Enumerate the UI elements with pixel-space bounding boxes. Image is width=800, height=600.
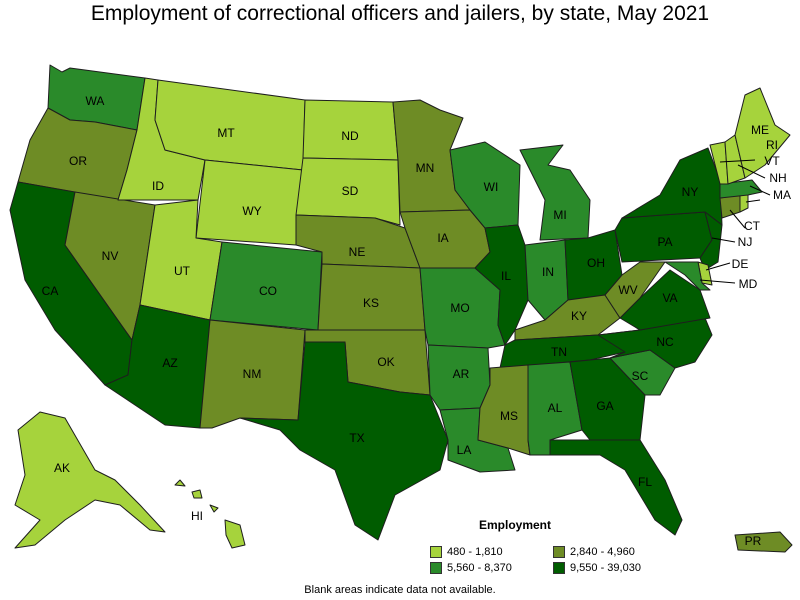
label-HI: HI: [191, 509, 203, 523]
state-MD: [639, 261, 711, 291]
label-IN: IN: [542, 265, 554, 279]
label-WI: WI: [484, 180, 499, 194]
label-MA: MA: [773, 188, 791, 202]
legend-swatch: [430, 562, 442, 574]
label-PR: PR: [745, 534, 762, 548]
leader-RI: [745, 199, 761, 203]
label-DE: DE: [732, 257, 749, 271]
label-TX: TX: [349, 431, 364, 445]
leader-NH: [737, 164, 766, 179]
state-ME: [734, 87, 791, 179]
label-UT: UT: [174, 264, 191, 278]
legend-label: 2,840 - 4,960: [570, 546, 635, 558]
state-AK: [14, 411, 166, 549]
label-AK: AK: [54, 461, 70, 475]
legend-item: 5,560 - 8,370: [430, 562, 512, 574]
label-AR: AR: [453, 367, 470, 381]
label-SD: SD: [342, 184, 359, 198]
label-IL: IL: [501, 269, 511, 283]
label-TN: TN: [551, 345, 567, 359]
label-GA: GA: [596, 399, 613, 413]
state-MA: [719, 179, 763, 199]
label-CA: CA: [42, 284, 59, 298]
legend-item: 2,840 - 4,960: [553, 546, 635, 558]
label-SC: SC: [632, 369, 649, 383]
label-NV: NV: [102, 249, 119, 263]
label-MS: MS: [500, 409, 518, 423]
leader-CT: [729, 209, 746, 229]
state-FL: [549, 439, 683, 536]
label-MO: MO: [450, 301, 469, 315]
label-WY: WY: [242, 204, 261, 218]
label-WV: WV: [618, 283, 637, 297]
label-ID: ID: [152, 179, 164, 193]
label-NM: NM: [243, 367, 262, 381]
legend-swatch: [553, 546, 565, 558]
state-SD: [295, 157, 401, 226]
legend-title: Employment: [478, 518, 551, 532]
state-RI: [739, 194, 749, 213]
state-CT: [719, 194, 741, 219]
map-title: Employment of correctional officers and …: [90, 2, 710, 25]
leader-MD: [699, 279, 736, 284]
label-NE: NE: [349, 245, 366, 259]
label-NC: NC: [656, 335, 674, 349]
label-CT: CT: [744, 219, 761, 233]
label-KY: KY: [571, 309, 587, 323]
label-MI: MI: [553, 208, 566, 222]
legend-item: 480 - 1,810: [430, 546, 503, 558]
legend-item: 9,550 - 39,030: [553, 562, 641, 574]
label-MN: MN: [416, 161, 435, 175]
legend-label: 480 - 1,810: [447, 546, 503, 558]
leader-MA: [749, 185, 771, 196]
label-RI: RI: [766, 138, 778, 152]
label-VA: VA: [662, 291, 677, 305]
leader-NJ: [711, 237, 736, 243]
legend: Employment 480 - 1,810 2,840 - 4,960 5,5…: [430, 518, 641, 574]
label-OK: OK: [377, 355, 394, 369]
legend-label: 5,560 - 8,370: [447, 562, 512, 574]
label-NH: NH: [769, 171, 786, 185]
label-OH: OH: [587, 256, 605, 270]
label-MD: MD: [739, 277, 758, 291]
label-ND: ND: [341, 129, 359, 143]
label-NJ: NJ: [738, 235, 753, 249]
legend-label: 9,550 - 39,030: [570, 562, 641, 574]
label-KS: KS: [363, 296, 379, 310]
state-PR: [734, 531, 793, 553]
leader-VT: [719, 159, 756, 163]
label-NY: NY: [682, 185, 699, 199]
legend-swatch: [553, 562, 565, 574]
label-VT: VT: [764, 154, 780, 168]
state-MI: [519, 144, 591, 241]
state-TX: [239, 341, 449, 541]
state-labels: WA OR CA NV ID MT WY UT AZ CO NM ND SD N…: [42, 94, 791, 548]
leader-DE: [705, 262, 731, 271]
label-AL: AL: [548, 401, 563, 415]
state-WY: [195, 159, 304, 246]
label-IA: IA: [437, 231, 448, 245]
legend-swatch: [430, 546, 442, 558]
footnote: Blank areas indicate data not available.: [304, 584, 496, 596]
label-ME: ME: [751, 123, 769, 137]
label-PA: PA: [657, 235, 672, 249]
label-LA: LA: [457, 443, 472, 457]
state-HI: [174, 479, 246, 549]
label-MT: MT: [217, 126, 235, 140]
label-FL: FL: [638, 475, 652, 489]
label-OR: OR: [69, 154, 87, 168]
label-WA: WA: [86, 94, 105, 108]
label-AZ: AZ: [162, 356, 177, 370]
label-CO: CO: [259, 284, 277, 298]
